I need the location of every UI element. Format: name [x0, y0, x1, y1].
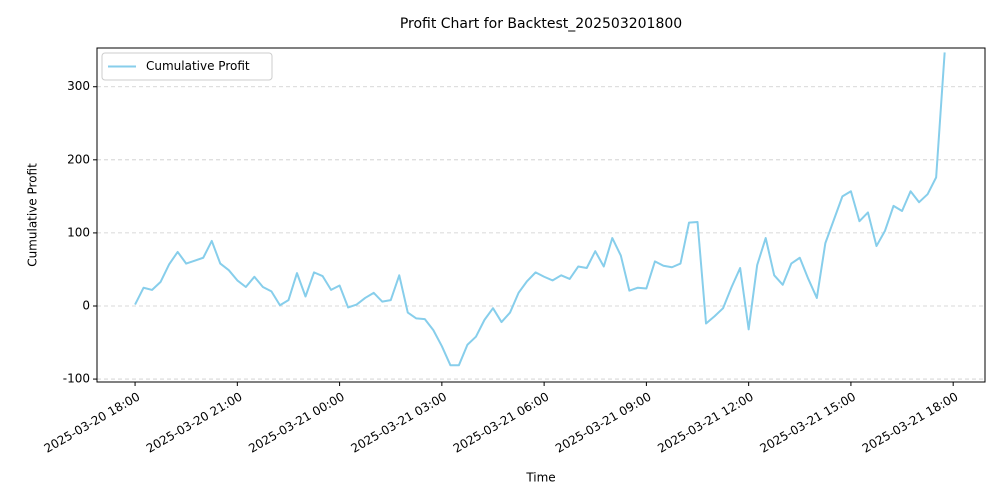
x-tick-label: 2025-03-20 18:00 [42, 390, 143, 456]
chart-title: Profit Chart for Backtest_202503201800 [400, 16, 682, 32]
y-tick-label: 300 [67, 79, 90, 93]
data-line [134, 52, 946, 367]
y-axis-label: Cumulative Profit [26, 163, 40, 267]
legend-label: Cumulative Profit [146, 59, 250, 73]
legend-box [101, 52, 273, 81]
y-tick-label: 200 [67, 152, 90, 166]
x-tick-label: 2025-03-21 03:00 [348, 390, 449, 456]
y-tick-label: -100 [63, 372, 90, 386]
y-tick-label: 0 [82, 298, 90, 312]
x-tick-label: 2025-03-21 12:00 [655, 390, 756, 456]
x-tick-label: 2025-03-21 00:00 [246, 390, 347, 456]
x-tick-label: 2025-03-20 21:00 [144, 390, 245, 456]
legend: Cumulative Profit [101, 52, 273, 81]
x-tick-label: 2025-03-21 06:00 [451, 390, 552, 456]
x-axis-label: Time [525, 471, 555, 485]
y-tick-label: 100 [67, 225, 90, 239]
x-tick-label: 2025-03-21 15:00 [758, 390, 859, 456]
x-tick-label: 2025-03-21 09:00 [553, 390, 654, 456]
plot-frame [96, 47, 986, 383]
x-tick-label: 2025-03-21 18:00 [860, 390, 961, 456]
